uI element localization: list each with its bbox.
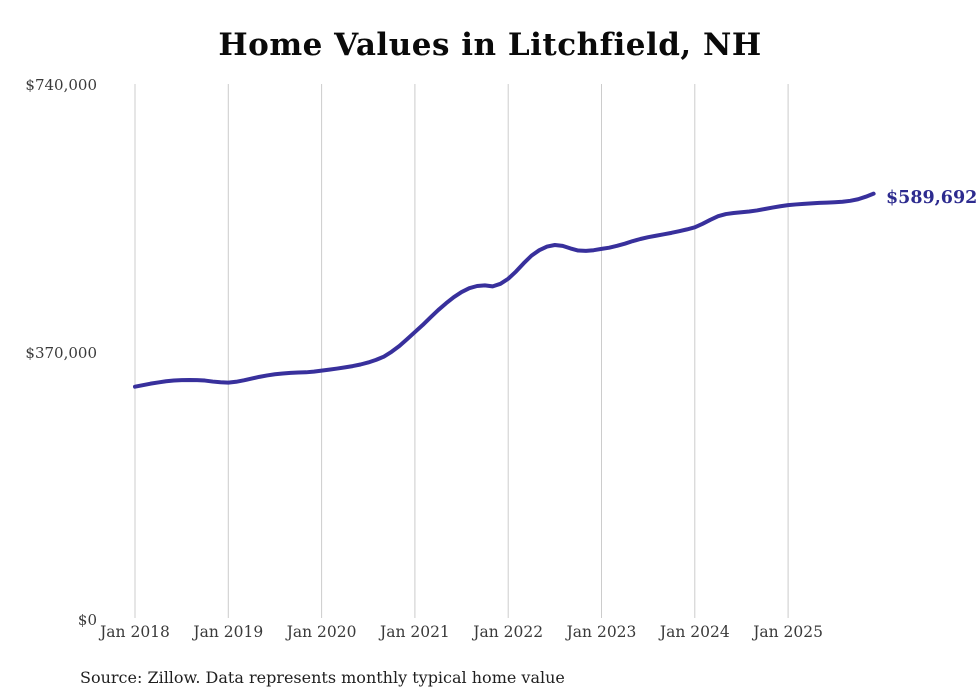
y-tick-label: $370,000 [25, 343, 97, 362]
x-tick-label: Jan 2019 [193, 623, 264, 641]
x-tick-label: Jan 2018 [100, 623, 170, 641]
x-tick-label: Jan 2024 [659, 623, 730, 641]
x-tick-label: Jan 2025 [753, 623, 823, 641]
x-tick-label: Jan 2023 [566, 623, 637, 641]
latest-value-label: $589,692 [886, 187, 978, 208]
source-note: Source: Zillow. Data represents monthly … [80, 668, 565, 687]
y-tick-label: $740,000 [25, 76, 97, 94]
x-tick-label: Jan 2022 [473, 623, 544, 641]
x-tick-label: Jan 2021 [379, 623, 450, 641]
chart-title: Home Values in Litchfield, NH [218, 27, 762, 63]
home-value-line [133, 191, 876, 389]
y-tick-label: $0 [77, 611, 97, 629]
x-tick-label: Jan 2020 [286, 623, 357, 641]
